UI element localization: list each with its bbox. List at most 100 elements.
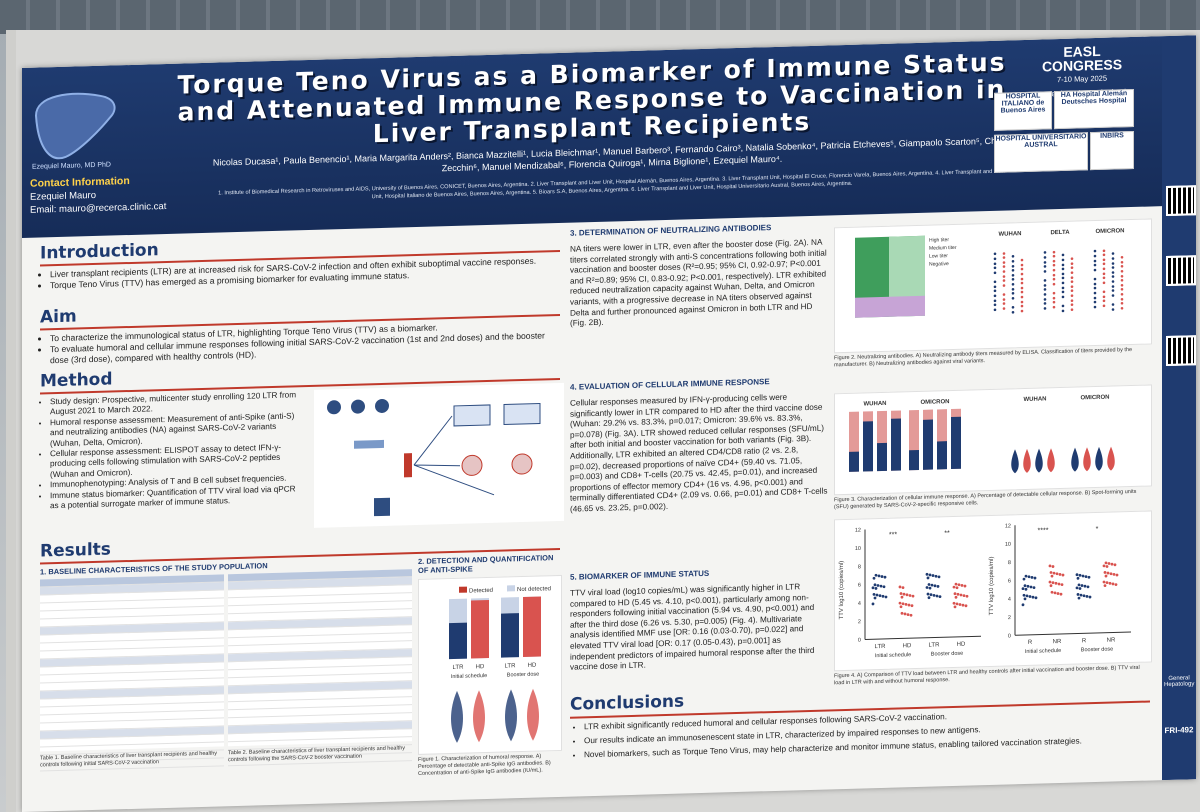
virus-icon bbox=[327, 400, 341, 415]
data-point bbox=[1111, 266, 1115, 269]
data-point bbox=[1078, 573, 1082, 577]
qr-code-2 bbox=[1166, 255, 1196, 287]
data-point bbox=[933, 584, 937, 588]
data-point bbox=[1105, 565, 1109, 568]
data-point bbox=[910, 604, 914, 608]
y-tick-label: 12 bbox=[855, 528, 861, 534]
x-tick-label: LTR bbox=[929, 642, 941, 648]
data-point bbox=[872, 576, 876, 580]
data-point bbox=[1052, 259, 1056, 263]
bar-detected bbox=[471, 599, 489, 659]
plate-icon bbox=[503, 403, 541, 426]
data-point bbox=[1043, 307, 1047, 310]
data-point bbox=[1061, 309, 1065, 313]
data-point bbox=[1070, 266, 1074, 269]
cells-icon bbox=[511, 453, 533, 475]
data-point bbox=[993, 294, 997, 298]
data-point bbox=[1107, 562, 1111, 565]
data-point bbox=[1020, 258, 1024, 262]
data-point bbox=[904, 602, 908, 606]
data-point bbox=[993, 271, 997, 275]
congress-name: EASL CONGRESS bbox=[1041, 42, 1123, 75]
data-point bbox=[1020, 286, 1024, 290]
data-point bbox=[1111, 252, 1115, 255]
bar-detected bbox=[951, 416, 961, 470]
data-point bbox=[1120, 306, 1124, 310]
results-heading: Results bbox=[40, 539, 111, 562]
data-point bbox=[1111, 289, 1115, 292]
data-point bbox=[1028, 595, 1032, 598]
data-point bbox=[1043, 298, 1047, 301]
data-point bbox=[1102, 276, 1106, 280]
y-tick-label: 8 bbox=[858, 564, 861, 570]
violin bbox=[1011, 449, 1019, 474]
data-point bbox=[1002, 252, 1006, 255]
x-tick-label: LTR bbox=[505, 663, 517, 669]
data-point bbox=[1043, 261, 1047, 264]
bar-detected bbox=[863, 421, 873, 472]
data-point bbox=[899, 605, 903, 609]
bar-detected bbox=[909, 449, 919, 471]
data-point bbox=[936, 585, 940, 588]
legend-swatch bbox=[459, 586, 467, 593]
data-point bbox=[1011, 255, 1015, 258]
data-point bbox=[929, 593, 933, 597]
figure1-caption: Figure 1. Characterization of humoral re… bbox=[418, 753, 551, 777]
data-point bbox=[1111, 285, 1115, 288]
data-point bbox=[911, 594, 915, 598]
data-point bbox=[1002, 302, 1006, 305]
data-point bbox=[1043, 288, 1047, 291]
data-point bbox=[1102, 258, 1106, 262]
data-point bbox=[928, 573, 932, 577]
data-point bbox=[956, 592, 960, 596]
data-point bbox=[1051, 581, 1055, 585]
data-point bbox=[1061, 272, 1065, 276]
data-point bbox=[1120, 292, 1124, 296]
data-point bbox=[1024, 587, 1028, 591]
data-point bbox=[930, 583, 934, 587]
tube-icon bbox=[404, 453, 412, 478]
x-tick-label: NR bbox=[1107, 637, 1116, 643]
data-point bbox=[1052, 571, 1056, 575]
data-point bbox=[993, 280, 997, 284]
data-point bbox=[877, 574, 881, 578]
data-point bbox=[1020, 290, 1024, 294]
data-point bbox=[1120, 287, 1124, 291]
figure-3: WUHAN WUHAN OMICRON OMICRON bbox=[834, 384, 1152, 496]
data-point bbox=[901, 586, 905, 590]
data-point bbox=[962, 594, 966, 598]
data-point bbox=[1049, 584, 1053, 588]
data-point bbox=[1052, 263, 1056, 267]
bar-detected bbox=[891, 418, 901, 471]
x-tick-label: HD bbox=[476, 664, 485, 670]
data-point bbox=[959, 593, 963, 597]
data-point bbox=[926, 592, 930, 596]
flow-arrow bbox=[413, 415, 495, 496]
data-point bbox=[1093, 249, 1097, 253]
data-point bbox=[1011, 283, 1015, 286]
data-point bbox=[952, 585, 956, 589]
variant-label: OMICRON bbox=[1081, 395, 1110, 402]
data-point bbox=[1093, 277, 1097, 281]
data-point bbox=[1093, 305, 1097, 309]
data-point bbox=[934, 574, 938, 578]
violin bbox=[1071, 447, 1079, 472]
data-point bbox=[1002, 261, 1006, 264]
data-point bbox=[1052, 305, 1056, 309]
data-point bbox=[1111, 275, 1115, 278]
section-label: Booster dose bbox=[1081, 647, 1113, 654]
data-point bbox=[1043, 265, 1047, 268]
data-point bbox=[1002, 293, 1006, 296]
data-point bbox=[954, 595, 958, 599]
anti-spike-heading: 2. DETECTION AND QUANTIFICATION OF ANTI-… bbox=[418, 553, 554, 575]
data-point bbox=[882, 585, 886, 589]
data-point bbox=[957, 583, 961, 587]
data-point bbox=[1020, 309, 1024, 313]
data-point bbox=[1061, 290, 1065, 294]
data-point bbox=[1113, 563, 1117, 567]
data-point bbox=[1077, 583, 1081, 587]
data-point bbox=[1052, 296, 1056, 300]
data-point bbox=[1011, 311, 1015, 314]
data-point bbox=[1120, 283, 1124, 287]
